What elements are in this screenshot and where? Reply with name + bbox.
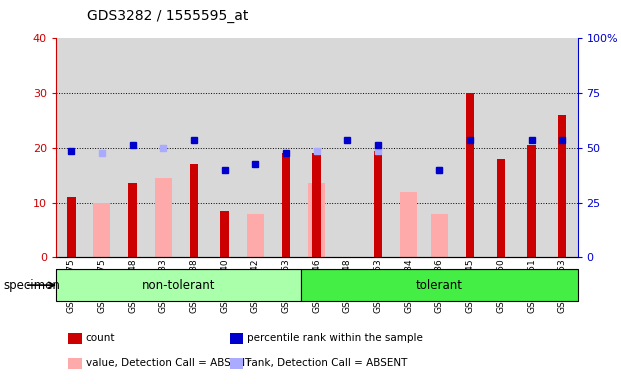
Bar: [189, 164, 198, 257]
Bar: [94, 203, 111, 257]
Bar: [148, 38, 179, 257]
Bar: [282, 153, 291, 257]
Bar: [374, 151, 383, 257]
Bar: [527, 145, 536, 257]
Bar: [301, 269, 578, 301]
Bar: [401, 192, 417, 257]
Text: count: count: [86, 333, 116, 343]
Text: non-tolerant: non-tolerant: [142, 279, 215, 291]
Bar: [424, 38, 455, 257]
Bar: [129, 184, 137, 257]
Bar: [247, 214, 264, 257]
Bar: [67, 197, 76, 257]
Text: GDS3282 / 1555595_at: GDS3282 / 1555595_at: [87, 9, 248, 23]
Bar: [240, 38, 271, 257]
Bar: [486, 38, 516, 257]
Bar: [56, 269, 301, 301]
Bar: [117, 38, 148, 257]
Bar: [497, 159, 505, 257]
Bar: [271, 38, 301, 257]
Text: tolerant: tolerant: [416, 279, 463, 291]
Text: specimen: specimen: [3, 279, 60, 291]
Bar: [155, 178, 172, 257]
Bar: [431, 214, 448, 257]
Bar: [220, 211, 229, 257]
Bar: [56, 38, 86, 257]
Bar: [466, 93, 474, 257]
Text: value, Detection Call = ABSENT: value, Detection Call = ABSENT: [86, 358, 251, 368]
Bar: [516, 38, 547, 257]
Bar: [312, 153, 321, 257]
Bar: [332, 38, 363, 257]
Bar: [547, 38, 578, 257]
Bar: [179, 38, 209, 257]
Bar: [301, 38, 332, 257]
Text: rank, Detection Call = ABSENT: rank, Detection Call = ABSENT: [247, 358, 407, 368]
Text: percentile rank within the sample: percentile rank within the sample: [247, 333, 423, 343]
Bar: [363, 38, 394, 257]
Bar: [558, 115, 566, 257]
Bar: [394, 38, 424, 257]
Bar: [455, 38, 486, 257]
Bar: [209, 38, 240, 257]
Bar: [308, 184, 325, 257]
Bar: [86, 38, 117, 257]
